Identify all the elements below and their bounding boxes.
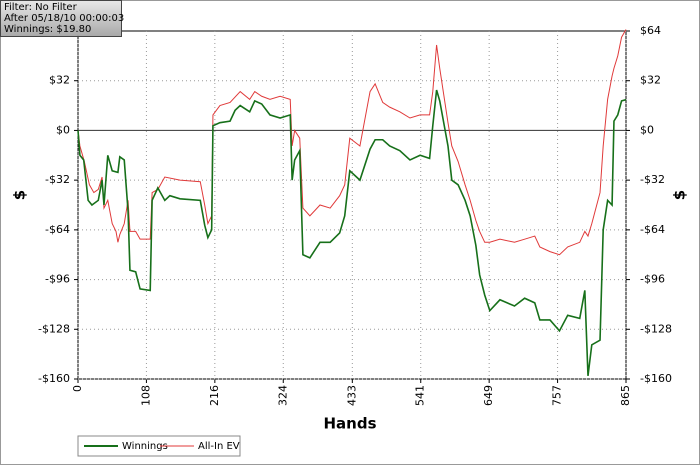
y2-axis-label: $ <box>671 190 689 200</box>
y2-tick-label: $32 <box>640 74 661 87</box>
y2-tick-label: $0 <box>640 123 654 136</box>
x-tick-label: 108 <box>139 385 152 406</box>
legend <box>77 435 241 457</box>
y2-tick-label: -$32 <box>640 173 665 186</box>
y2-tick-label: -$64 <box>640 223 665 236</box>
y-tick-label: $32 <box>49 74 70 87</box>
y-tick-label: -$128 <box>38 322 70 335</box>
plot-area <box>77 30 627 380</box>
filter-text: Filter: No Filter <box>4 2 78 13</box>
series-line <box>77 89 627 376</box>
x-tick-label: 216 <box>208 385 221 406</box>
filter-box <box>0 0 122 37</box>
x-axis-label: Hands <box>323 415 376 433</box>
y2-tick-label: -$96 <box>640 273 665 286</box>
x-tick-label: 757 <box>551 385 564 406</box>
filter-text: Winnings: $19.80 <box>4 24 91 35</box>
y-tick-label: -$64 <box>45 223 70 236</box>
x-tick-label: 649 <box>482 385 495 406</box>
y-tick-label: $0 <box>56 123 70 136</box>
x-tick-label: 865 <box>619 385 632 406</box>
y2-tick-label: -$128 <box>640 322 672 335</box>
y-tick-label: -$160 <box>38 372 70 385</box>
x-tick-label: 541 <box>414 385 427 406</box>
y-tick-label: -$32 <box>45 173 70 186</box>
y-tick-label: -$96 <box>45 273 70 286</box>
x-tick-label: 324 <box>276 385 289 406</box>
legend-label: All-In EV <box>198 441 240 452</box>
y2-tick-label: $64 <box>640 24 661 37</box>
y2-tick-label: -$160 <box>640 372 672 385</box>
x-tick-label: 433 <box>345 385 358 406</box>
y-axis-label: $ <box>11 190 29 200</box>
x-tick-label: 0 <box>71 385 84 392</box>
filter-text: After 05/18/10 00:00:03 <box>4 13 124 24</box>
legend-label: Winnings <box>122 441 168 452</box>
